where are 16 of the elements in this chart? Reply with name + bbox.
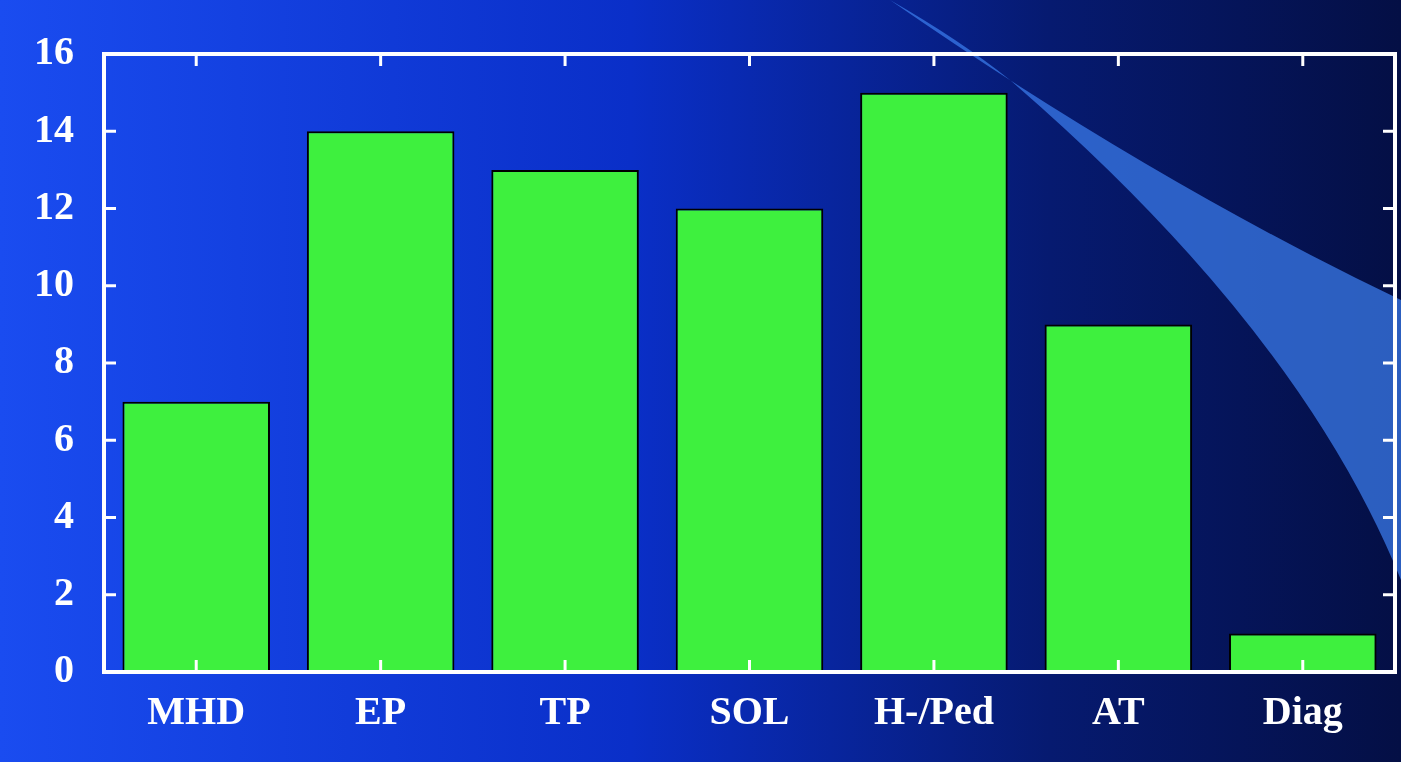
x-tick-label: H-/Ped <box>873 688 994 734</box>
x-tick-label: TP <box>539 688 591 734</box>
y-tick-label: 16 <box>34 28 74 74</box>
y-tick-label: 6 <box>54 414 74 460</box>
x-tick-label: MHD <box>147 688 246 734</box>
y-tick-label: 8 <box>54 337 74 383</box>
x-tick-label: AT <box>1092 688 1145 734</box>
y-tick-label: 10 <box>34 260 74 306</box>
y-tick-label: 14 <box>34 105 74 151</box>
y-tick-label: 12 <box>34 182 74 228</box>
x-tick-label: Diag <box>1262 688 1343 734</box>
x-tick-label: SOL <box>709 688 790 734</box>
x-tick-label: EP <box>355 688 407 734</box>
y-tick-label: 4 <box>54 491 74 537</box>
y-tick-label: 0 <box>54 646 74 692</box>
y-tick-label: 2 <box>54 569 74 615</box>
